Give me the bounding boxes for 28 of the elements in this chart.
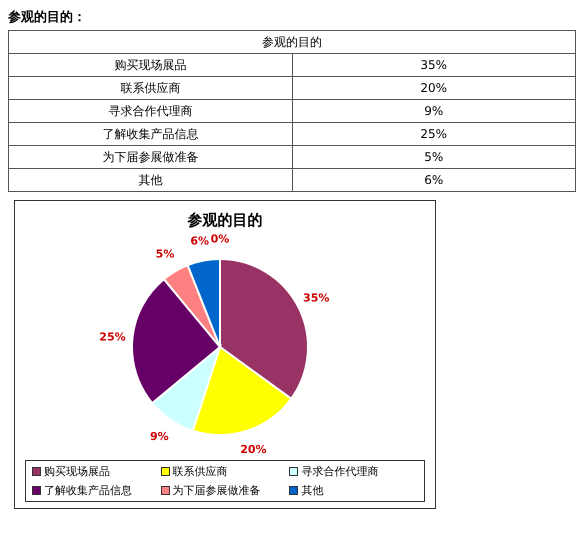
text: 25%	[420, 127, 448, 141]
category-label: 购买现场展品	[114, 58, 186, 72]
text: 9%	[424, 104, 444, 118]
category-label: 寻求合作代理商	[108, 104, 192, 118]
data-label: 20%	[240, 443, 267, 456]
data-label: 9%	[150, 430, 169, 443]
data-label: 6%	[190, 234, 210, 248]
text: 20%	[420, 81, 448, 95]
data-label: 35%	[303, 291, 330, 304]
chart-title: 参观的目的	[262, 34, 322, 48]
legend-label: 购买现场展品	[44, 464, 110, 479]
legend-label: 了解收集产品信息	[44, 483, 132, 498]
category-label: 了解收集产品信息	[102, 126, 198, 140]
legend-label: 联系供应商	[172, 464, 228, 479]
category-label: 为下届参展做准备	[102, 150, 198, 164]
legend-label: 寻求合作代理商	[301, 464, 378, 479]
chart-title: 参观的目的	[186, 211, 264, 230]
category-label: 联系供应商	[120, 80, 180, 94]
text: 参观的目的：	[8, 9, 87, 26]
text: 5%	[424, 150, 444, 164]
text: 6%	[424, 173, 444, 187]
data-label: 5%	[156, 248, 174, 261]
text: 35%	[420, 58, 448, 72]
text: 0%	[210, 232, 230, 246]
category-label: 其他	[138, 172, 162, 186]
legend-label: 为下届参展做准备	[172, 483, 261, 498]
data-label: 25%	[99, 330, 126, 344]
legend-label: 其他	[301, 483, 324, 498]
